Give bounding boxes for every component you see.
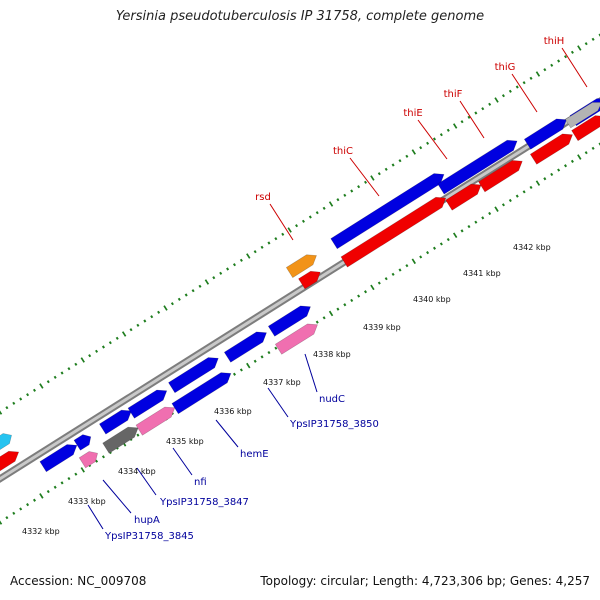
scale-label: 4342 kbp bbox=[513, 243, 551, 252]
gene-arrow bbox=[223, 331, 267, 363]
label-layer: 4332 kbp 4333 kbp 4334 kbp 4335 kbp 4336 kbp… bbox=[22, 36, 588, 542]
scale-label: 4333 kbp bbox=[68, 497, 106, 506]
genome-stats-text: Topology: circular; Length: 4,723,306 bp… bbox=[260, 574, 590, 588]
accession-text: Accession: NC_009708 bbox=[10, 574, 147, 588]
gene-label: nudC bbox=[319, 394, 345, 405]
gene-arrow bbox=[285, 254, 317, 279]
label-leader-line bbox=[172, 447, 193, 476]
scale-label: 4334 kbp bbox=[118, 467, 156, 476]
gene-label: hemE bbox=[240, 449, 269, 460]
label-leader-line bbox=[511, 73, 538, 113]
gene-arrow bbox=[73, 434, 92, 451]
gene-arrow bbox=[564, 102, 600, 129]
gene-arrow bbox=[529, 133, 573, 165]
label-leader-line bbox=[267, 387, 289, 418]
gene-arrow bbox=[523, 118, 567, 150]
gene-label: thiF bbox=[444, 89, 463, 100]
gene-label: YpsIP31758_3850 bbox=[289, 419, 379, 430]
label-leader-line bbox=[459, 100, 485, 139]
gene-arrow bbox=[171, 372, 232, 415]
label-leader-line bbox=[102, 479, 132, 514]
gene-label: YpsIP31758_3845 bbox=[104, 531, 194, 542]
gene-label: hupA bbox=[134, 515, 160, 526]
scale-label: 4337 kbp bbox=[263, 378, 301, 387]
gene-arrow bbox=[571, 115, 600, 142]
scale-label: 4336 kbp bbox=[214, 407, 252, 416]
gene-label: rsd bbox=[255, 192, 271, 203]
gene-arrow bbox=[330, 173, 445, 250]
gene-arrow bbox=[98, 409, 132, 435]
label-leader-line bbox=[87, 504, 104, 530]
gene-arrow bbox=[445, 183, 482, 211]
gene-label: thiH bbox=[544, 36, 565, 47]
map-title: Yersinia pseudotuberculosis IP 31758, co… bbox=[115, 9, 485, 24]
label-leader-line bbox=[561, 47, 588, 88]
gene-arrow bbox=[274, 323, 318, 355]
gene-arrow bbox=[0, 450, 20, 472]
scale-label: 4338 kbp bbox=[313, 350, 351, 359]
gene-label: nfi bbox=[194, 477, 207, 488]
upper-tick-row bbox=[0, 33, 600, 415]
scale-label: 4340 kbp bbox=[413, 295, 451, 304]
label-leader-line bbox=[349, 157, 380, 197]
gene-arrow bbox=[39, 444, 78, 473]
gene-arrow bbox=[0, 433, 12, 451]
gene-arrow bbox=[478, 160, 523, 193]
gene-arrow bbox=[340, 196, 447, 268]
label-leader-line bbox=[269, 203, 294, 241]
scale-label: 4335 kbp bbox=[166, 437, 204, 446]
label-leader-line bbox=[136, 467, 157, 496]
label-leader-line bbox=[304, 353, 318, 393]
scale-label: 4332 kbp bbox=[22, 527, 60, 536]
gene-label: YpsIP31758_3847 bbox=[159, 497, 249, 508]
label-leader-line bbox=[417, 119, 448, 160]
gene-arrow bbox=[135, 406, 176, 436]
gene-label: thiE bbox=[403, 108, 422, 119]
gene-label: thiC bbox=[333, 146, 353, 157]
genome-backbone-highlight bbox=[0, 99, 600, 481]
label-leader-line bbox=[215, 419, 239, 448]
gene-arrow bbox=[267, 305, 311, 337]
gene-arrow bbox=[78, 451, 98, 469]
feature-layer bbox=[0, 98, 600, 473]
scale-label: 4339 kbp bbox=[363, 323, 401, 332]
gene-arrow bbox=[298, 270, 321, 290]
gene-arrow bbox=[102, 426, 139, 454]
gene-arrow bbox=[437, 139, 518, 195]
scale-label: 4341 kbp bbox=[463, 269, 501, 278]
gene-arrow bbox=[127, 389, 168, 419]
gene-label: thiG bbox=[495, 62, 516, 73]
gene-arrow bbox=[168, 357, 219, 394]
